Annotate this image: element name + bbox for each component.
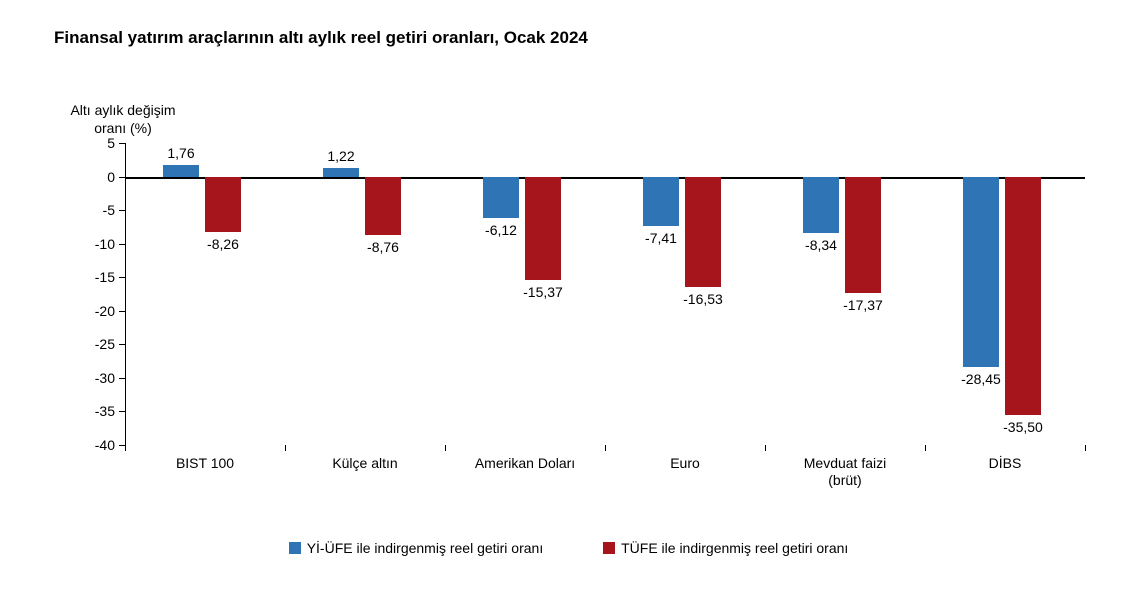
bar-value-label: -16,53 xyxy=(683,291,723,307)
category-label: Euro xyxy=(615,455,755,472)
bar-value-label: 1,22 xyxy=(327,148,354,164)
chart-title: Finansal yatırım araçlarının altı aylık … xyxy=(54,28,588,48)
y-tick-label: -5 xyxy=(103,202,125,218)
x-axis-line xyxy=(125,177,1085,179)
bar xyxy=(365,177,401,236)
bar-value-label: -8,76 xyxy=(367,239,399,255)
bar xyxy=(1005,177,1041,415)
bar xyxy=(845,177,881,294)
bar xyxy=(803,177,839,233)
y-tick-label: -40 xyxy=(95,437,125,453)
bar-value-label: -17,37 xyxy=(843,297,883,313)
x-tick xyxy=(285,445,286,451)
category-label: Amerikan Doları xyxy=(455,455,595,472)
bar-value-label: -15,37 xyxy=(523,284,563,300)
x-tick xyxy=(445,445,446,451)
bar-value-label: -7,41 xyxy=(645,230,677,246)
y-tick-label: -35 xyxy=(95,403,125,419)
bar xyxy=(963,177,999,368)
y-tick-label: 5 xyxy=(107,135,125,151)
x-tick xyxy=(125,445,126,451)
bar-value-label: -28,45 xyxy=(961,371,1001,387)
bar xyxy=(525,177,561,280)
bar-value-label: 1,76 xyxy=(167,145,194,161)
x-tick xyxy=(605,445,606,451)
category-label: Mevduat faizi(brüt) xyxy=(775,455,915,489)
y-tick-label: -15 xyxy=(95,269,125,285)
y-tick-label: -20 xyxy=(95,303,125,319)
y-tick-label: -10 xyxy=(95,236,125,252)
bar-value-label: -8,26 xyxy=(207,236,239,252)
y-axis-title: Altı aylık değişim oranı (%) xyxy=(58,102,188,137)
y-tick-label: 0 xyxy=(107,169,125,185)
bar-value-label: -35,50 xyxy=(1003,419,1043,435)
legend-item-tufe: TÜFE ile indirgenmiş reel getiri oranı xyxy=(603,540,848,556)
x-tick xyxy=(765,445,766,451)
category-label: Külçe altın xyxy=(295,455,435,472)
bar xyxy=(205,177,241,232)
legend-label-tufe: TÜFE ile indirgenmiş reel getiri oranı xyxy=(621,540,848,556)
legend-item-yiufe: Yİ-ÜFE ile indirgenmiş reel getiri oranı xyxy=(289,540,544,556)
y-axis-title-line1: Altı aylık değişim xyxy=(70,102,175,118)
legend-swatch-yiufe xyxy=(289,542,301,554)
plot-area: 50-5-10-15-20-25-30-35-40BIST 1001,76-8,… xyxy=(125,143,1085,445)
bar-value-label: -8,34 xyxy=(805,237,837,253)
bar xyxy=(643,177,679,227)
bar xyxy=(323,168,359,176)
y-tick-label: -30 xyxy=(95,370,125,386)
bar xyxy=(483,177,519,218)
category-label: BIST 100 xyxy=(135,455,275,472)
x-tick xyxy=(1085,445,1086,451)
bar-value-label: -6,12 xyxy=(485,222,517,238)
y-axis-title-line2: oranı (%) xyxy=(94,120,152,136)
legend: Yİ-ÜFE ile indirgenmiş reel getiri oranı… xyxy=(0,540,1137,556)
y-axis-line xyxy=(125,143,126,451)
y-tick-label: -25 xyxy=(95,336,125,352)
legend-label-yiufe: Yİ-ÜFE ile indirgenmiş reel getiri oranı xyxy=(307,540,544,556)
bar xyxy=(685,177,721,288)
category-label: DİBS xyxy=(935,455,1075,472)
legend-swatch-tufe xyxy=(603,542,615,554)
x-tick xyxy=(925,445,926,451)
bar-chart: 50-5-10-15-20-25-30-35-40BIST 1001,76-8,… xyxy=(125,143,1085,445)
bar xyxy=(163,165,199,177)
